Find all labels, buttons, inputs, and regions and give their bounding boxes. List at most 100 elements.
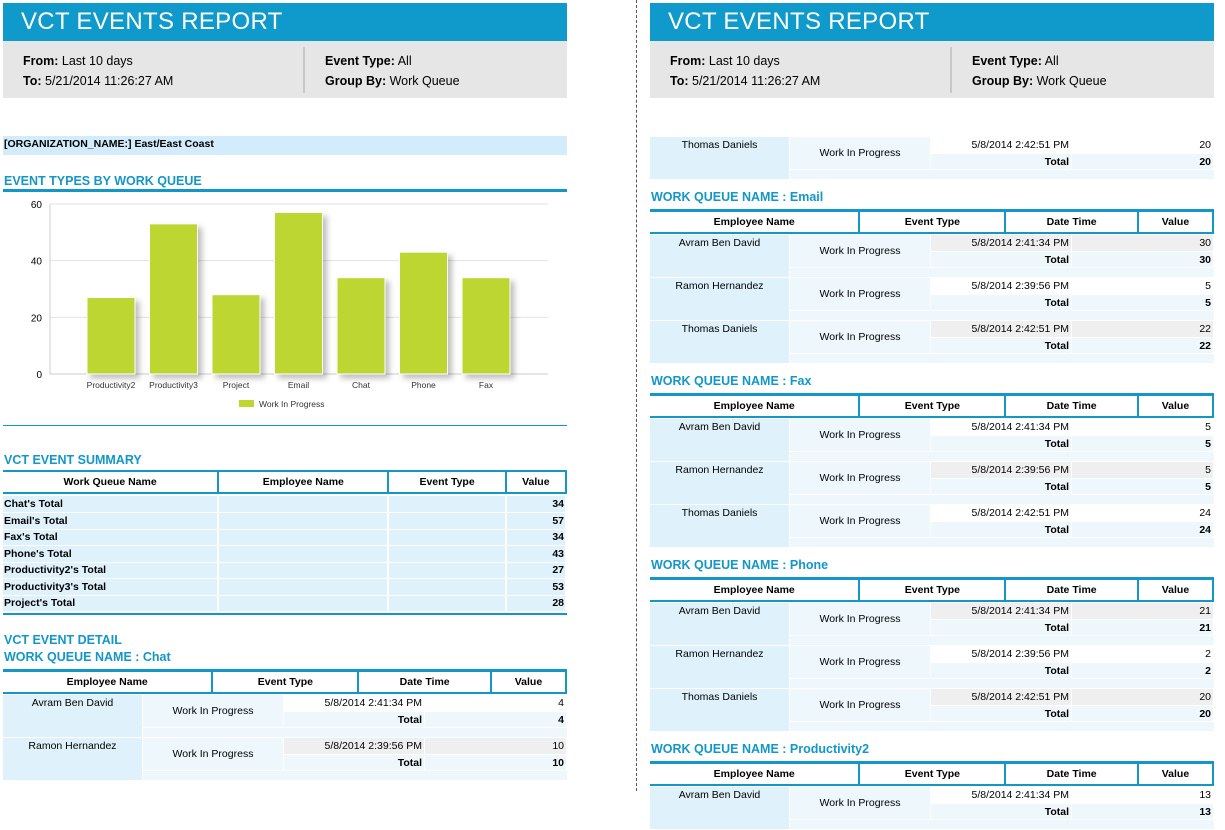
work-queue-total: Fax's Total: [3, 529, 220, 546]
y-tick-label: 40: [31, 257, 43, 268]
bar-Chat: [336, 277, 386, 375]
from-value: Last 10 days: [61, 54, 133, 68]
employee-block: Ramon Hernandez Work In Progress 5/8/201…: [650, 462, 1214, 505]
employee-name: Avram Ben David: [650, 235, 790, 277]
column-header: Value: [1137, 396, 1215, 417]
value: 24: [1072, 505, 1214, 521]
column-header: Date Time: [1005, 396, 1139, 417]
summary-header: Employee Name: [218, 472, 390, 493]
event-type: Work In Progress: [790, 235, 931, 267]
summary-table: Work Queue Name Employee Name Event Type Va…: [3, 472, 568, 612]
total-label: Total: [284, 754, 425, 770]
date-time: 5/8/2014 2:41:34 PM: [284, 695, 425, 711]
total-value: 53: [505, 578, 568, 596]
report-page-2: VCT EVENTS REPORT From: Last 10 days To:…: [650, 3, 1215, 830]
total-value: 4: [425, 711, 567, 727]
value: 5: [1072, 462, 1214, 478]
work-queue-total: Email's Total: [3, 512, 220, 530]
total-value: 34: [505, 496, 568, 513]
column-header: Event Type: [859, 396, 1007, 417]
value: 22: [1072, 321, 1214, 337]
total-label: Total: [931, 521, 1072, 537]
employee-block: Avram Ben David Work In Progress 5/8/201…: [3, 695, 567, 738]
total-label: Total: [931, 337, 1072, 353]
event-type: Work In Progress: [143, 695, 284, 727]
employee-block: Avram Ben David Work In Progress 5/8/201…: [650, 419, 1214, 462]
x-tick-label: Chat: [352, 380, 371, 390]
from-label: From:: [670, 54, 706, 68]
work-queue-section: WORK QUEUE NAME : Productivity2 Employee …: [650, 742, 1215, 830]
column-header: Value: [1137, 580, 1215, 601]
summary-title: VCT EVENT SUMMARY: [4, 453, 142, 467]
column-header: Employee Name: [650, 580, 861, 601]
total-value: 22: [1072, 337, 1214, 353]
employee-block: Ramon Hernandez Work In Progress 5/8/201…: [650, 646, 1214, 689]
column-header: Date Time: [1005, 764, 1139, 785]
section-title: WORK QUEUE NAME : Fax: [651, 374, 812, 388]
value: 20: [1072, 689, 1214, 705]
organization-name: [ORGANIZATION_NAME:] East/East Coast: [3, 136, 567, 155]
bar-Fax: [461, 277, 511, 375]
event-type: Work In Progress: [790, 689, 931, 721]
employee-block: Avram Ben David Work In Progress 5/8/201…: [650, 787, 1214, 830]
value: 30: [1072, 235, 1214, 251]
total-value: 30: [1072, 251, 1214, 267]
event-type: Work In Progress: [790, 137, 931, 169]
value: 20: [1072, 137, 1214, 153]
value: 21: [1072, 603, 1214, 619]
employee-name: Ramon Hernandez: [3, 738, 143, 780]
summary-header: Work Queue Name: [3, 472, 220, 493]
summary-row: Chat's Total 34: [3, 496, 568, 513]
report-parameters: From: Last 10 days To: 5/21/2014 11:26:2…: [650, 41, 1214, 98]
event-type: Work In Progress: [790, 462, 931, 494]
date-time: 5/8/2014 2:39:56 PM: [931, 278, 1072, 294]
to-value: 5/21/2014 11:26:27 AM: [45, 74, 174, 88]
total-value: 28: [505, 595, 568, 612]
event-type: Work In Progress: [790, 419, 931, 451]
event-type: Work In Progress: [790, 603, 931, 635]
legend-label: Work In Progress: [259, 399, 325, 409]
date-time: 5/8/2014 2:42:51 PM: [931, 505, 1072, 521]
total-value: 5: [1072, 435, 1214, 451]
work-queue-total: Productivity2's Total: [3, 562, 220, 579]
employee-block: Thomas Daniels Work In Progress 5/8/2014…: [650, 321, 1214, 364]
employee-block: Avram Ben David Work In Progress 5/8/201…: [650, 235, 1214, 278]
summary-row: Phone's Total 43: [3, 545, 568, 563]
employee-block: Thomas Daniels Work In Progress 5/8/2014…: [650, 137, 1214, 180]
employee-name: Avram Ben David: [650, 603, 790, 645]
value: 5: [1072, 278, 1214, 294]
employee-name: Thomas Daniels: [650, 137, 790, 179]
total-value: 43: [505, 545, 568, 563]
bar-Project: [211, 294, 261, 375]
x-tick-label: Fax: [479, 380, 494, 390]
to-value: 5/21/2014 11:26:27 AM: [692, 74, 821, 88]
summary-header: Event Type: [388, 472, 507, 493]
employee-block: Avram Ben David Work In Progress 5/8/201…: [650, 603, 1214, 646]
event-type-label: Event Type:: [325, 54, 395, 68]
group-by-label: Group By:: [972, 74, 1034, 88]
bar-chart: 0 20 40 60 Productivity2 Productivity3 Project…: [3, 192, 567, 425]
summary-row: Email's Total 57: [3, 512, 568, 530]
work-queue-section: WORK QUEUE NAME : Phone Employee Name Even…: [650, 558, 1215, 732]
work-queue-total: Productivity3's Total: [3, 578, 220, 596]
work-queue-total: Project's Total: [3, 595, 220, 612]
event-type-label: Event Type:: [972, 54, 1042, 68]
to-label: To:: [670, 74, 689, 88]
event-type: Work In Progress: [790, 321, 931, 353]
employee-name: Avram Ben David: [650, 787, 790, 829]
column-header: Date Time: [1005, 212, 1139, 233]
group-by-value: Work Queue: [1036, 74, 1107, 88]
total-value: 10: [425, 754, 567, 770]
page-divider: [636, 0, 637, 791]
work-queue-section: WORK QUEUE NAME : Email Employee Name Even…: [650, 190, 1215, 364]
column-header: Value: [1137, 764, 1215, 785]
total-label: Total: [931, 251, 1072, 267]
employee-name: Thomas Daniels: [650, 505, 790, 547]
to-label: To:: [23, 74, 42, 88]
section-title: WORK QUEUE NAME : Email: [651, 190, 824, 204]
date-time: 5/8/2014 2:41:34 PM: [931, 235, 1072, 251]
event-type-value: All: [397, 54, 412, 68]
summary-header: Value: [505, 472, 568, 493]
work-queue-total: Chat's Total: [3, 496, 220, 513]
report-title: VCT EVENTS REPORT: [650, 3, 1214, 41]
